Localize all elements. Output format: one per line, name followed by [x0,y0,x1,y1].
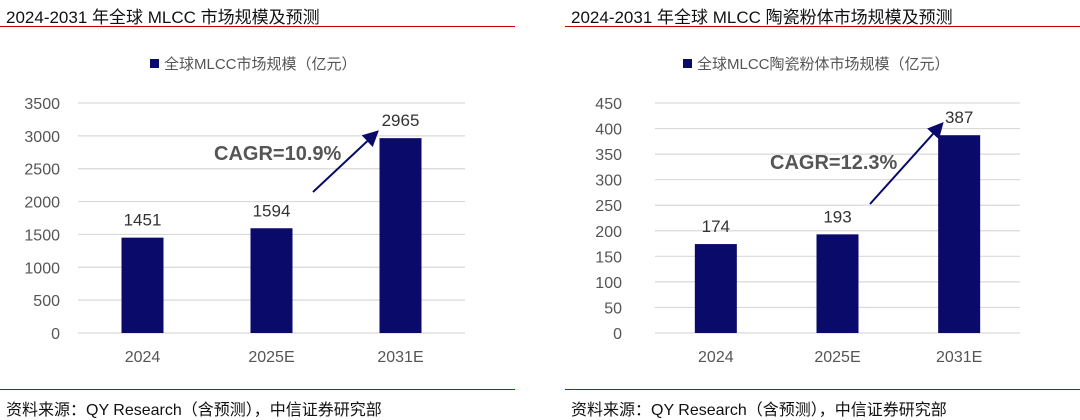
y-tick-label: 2000 [24,195,60,212]
y-tick-label: 1000 [24,260,60,277]
chart-title: 2024-2031 年全球 MLCC 陶瓷粉体市场规模及预测 [571,8,953,27]
cagr-annotation: CAGR=10.9% [214,143,341,165]
x-tick-label: 2031E [377,349,423,366]
y-tick-label: 250 [595,198,622,215]
x-tick-label: 2024 [125,349,161,366]
right-chart-panel: 2024-2031 年全球 MLCC 陶瓷粉体市场规模及预测 全球MLCC陶瓷粉… [565,0,1080,420]
cagr-arrow [312,130,379,193]
x-tick-label: 2025E [248,349,294,366]
y-tick-label: 50 [604,300,622,317]
bar [250,228,293,333]
y-tick-label: 300 [595,173,622,190]
y-tick-label: 3000 [24,129,60,146]
title-divider [565,26,1080,27]
x-tick-label: 2025E [814,349,860,366]
y-tick-label: 0 [613,326,622,343]
bar [379,138,422,333]
y-tick-label: 400 [595,122,622,139]
y-tick-label: 200 [595,224,622,241]
x-tick-label: 2031E [936,349,982,366]
data-label: 174 [702,217,730,236]
data-label: 1594 [253,201,291,220]
title-divider [0,26,515,27]
legend-label: 全球MLCC市场规模（亿元） [164,55,357,73]
data-label: 193 [823,207,851,226]
chart-right: 全球MLCC陶瓷粉体市场规模（亿元） 0 50 100 150 200 250 300 350 4… [595,55,1020,366]
legend-swatch [150,59,159,68]
x-tick-label: 2024 [698,349,734,366]
bar [938,135,981,333]
y-tick-label: 350 [595,147,622,164]
chart-left: 全球MLCC市场规模（亿元） 0 500 1000 1500 2000 2500 3000 35… [24,55,465,366]
y-tick-label: 500 [33,293,60,310]
chart-title: 2024-2031 年全球 MLCC 市场规模及预测 [6,8,320,27]
data-label: 387 [945,108,973,127]
left-chart-panel: 2024-2031 年全球 MLCC 市场规模及预测 全球MLCC市场规模（亿元… [0,0,515,420]
y-tick-label: 3500 [24,96,60,113]
data-label: 2965 [382,111,420,130]
bar [816,234,859,333]
source-divider [565,389,1080,390]
y-tick-label: 450 [595,96,622,113]
source-note: 资料来源：QY Research（含预测），中信证券研究部 [571,402,947,419]
y-tick-label: 0 [51,326,60,343]
bar [694,244,737,333]
legend-label: 全球MLCC陶瓷粉体市场规模（亿元） [697,55,950,73]
y-tick-label: 1500 [24,227,60,244]
y-tick-label: 100 [595,275,622,292]
cagr-arrow [869,122,944,205]
bar [121,237,164,333]
y-tick-label: 150 [595,249,622,266]
y-tick-label: 2500 [24,162,60,179]
data-label: 1451 [124,211,162,230]
legend-swatch [683,59,692,68]
source-note: 资料来源：QY Research（含预测），中信证券研究部 [6,402,382,419]
cagr-annotation: CAGR=12.3% [770,152,897,174]
source-divider [0,389,515,390]
